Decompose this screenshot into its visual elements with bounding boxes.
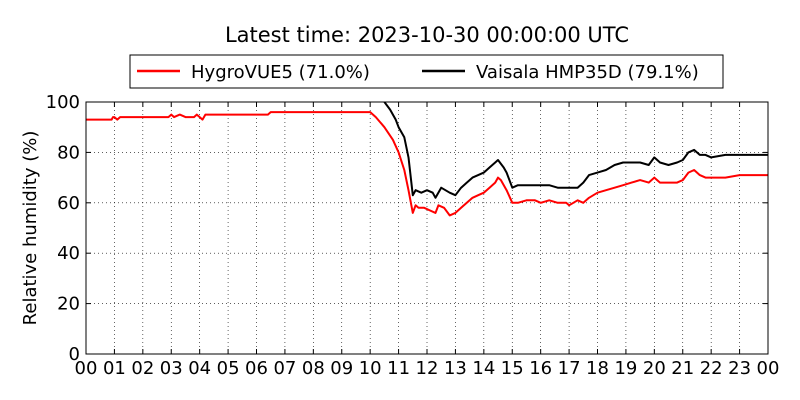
plot-frame — [85, 101, 769, 355]
x-tick-label: 01 — [103, 358, 126, 379]
y-tick-label: 20 — [57, 294, 80, 315]
series-line-vaisala — [383, 102, 768, 199]
x-tick-label: 22 — [700, 358, 723, 379]
x-tick-label: 00 — [757, 358, 780, 379]
x-tick-label: 04 — [188, 358, 211, 379]
x-tick-label: 05 — [217, 358, 240, 379]
x-tick-label: 15 — [501, 358, 524, 379]
y-axis-label: Relative humidity (%) — [20, 131, 41, 326]
x-tick-label: 10 — [359, 358, 382, 379]
x-tick-label: 08 — [302, 358, 325, 379]
x-tick-label: 14 — [472, 358, 495, 379]
x-tick-label: 21 — [671, 358, 694, 379]
y-tick-label: 0 — [69, 344, 80, 365]
y-tick-label: 100 — [46, 92, 80, 113]
x-tick-label: 17 — [558, 358, 581, 379]
chart-title: Latest time: 2023-10-30 00:00:00 UTC — [225, 23, 629, 47]
y-tick-labels: 0 20 40 60 80 100 — [46, 92, 80, 365]
legend: HygroVUE5 (71.0%) Vaisala HMP35D (79.1%) — [129, 54, 724, 89]
x-tick-label: 06 — [245, 358, 268, 379]
grid — [86, 102, 768, 354]
y-tick-label: 60 — [57, 193, 80, 214]
x-tick-label: 07 — [273, 358, 296, 379]
legend-label-vaisala: Vaisala HMP35D (79.1%) — [476, 62, 699, 83]
series-line-hygrovue5 — [86, 111, 768, 217]
x-tick-label: 23 — [728, 358, 751, 379]
x-tick-label: 16 — [529, 358, 552, 379]
y-tick-label: 40 — [57, 243, 80, 264]
y-tick-label: 80 — [57, 142, 80, 163]
x-tick-label: 20 — [643, 358, 666, 379]
x-tick-label: 03 — [160, 358, 183, 379]
x-tick-label: 13 — [444, 358, 467, 379]
x-tick-label: 19 — [614, 358, 637, 379]
x-tick-label: 00 — [75, 358, 98, 379]
x-tick-label: 09 — [330, 358, 353, 379]
x-tick-label: 02 — [131, 358, 154, 379]
x-tick-labels: 00 01 02 03 04 05 06 07 08 09 10 11 12 13 14 15 16 17 18 19… — [75, 358, 780, 379]
axis-ticks — [85, 101, 769, 355]
x-tick-label: 11 — [387, 358, 410, 379]
x-tick-label: 12 — [416, 358, 439, 379]
legend-label-hygrovue5: HygroVUE5 (71.0%) — [191, 62, 370, 83]
x-tick-label: 18 — [586, 358, 609, 379]
series-lines — [86, 102, 768, 217]
